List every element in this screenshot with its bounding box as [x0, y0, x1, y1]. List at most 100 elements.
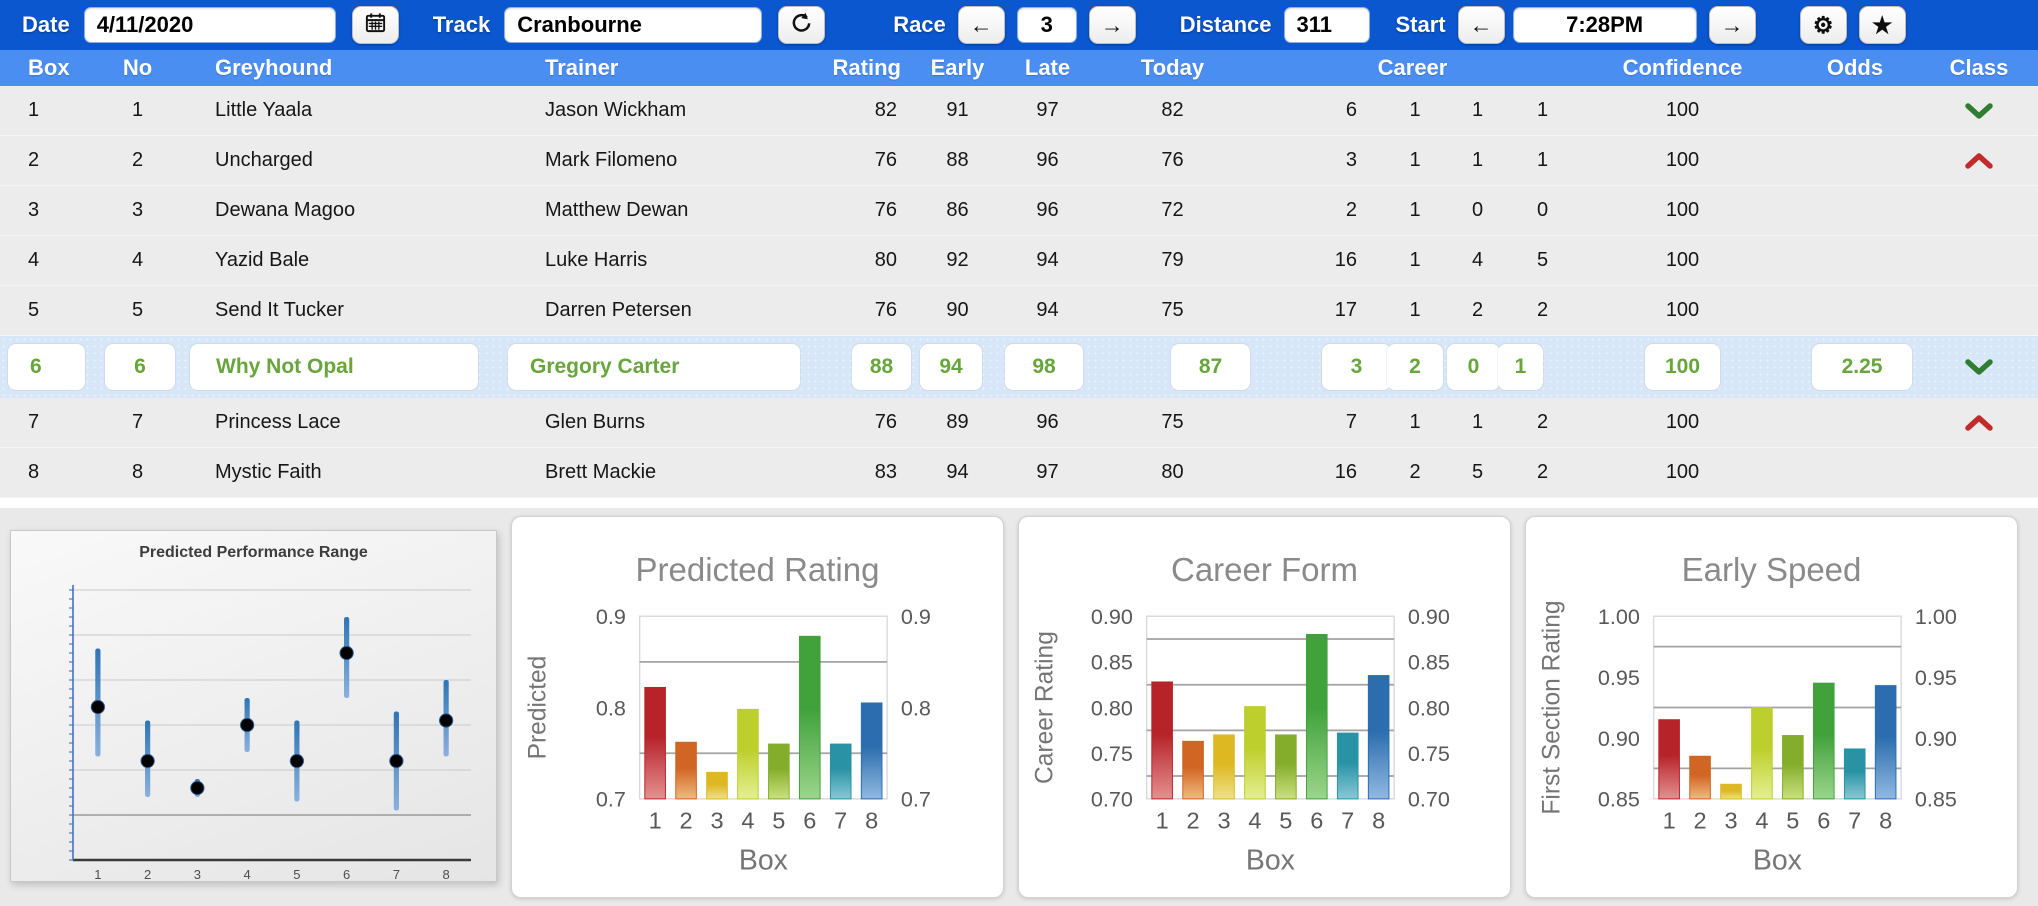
cell-late: 97 [1036, 461, 1059, 483]
cell-no: 8 [131, 461, 144, 483]
svg-text:0.85: 0.85 [1915, 787, 1957, 812]
table-row-box-2[interactable]: 2 2 Uncharged Mark Filomeno 76 88 96 76 3 1 1 1 100 [0, 136, 2038, 186]
cell-late: 96 [1036, 199, 1059, 221]
cell-career-firsts: 2 [1385, 344, 1445, 390]
cell-trainer: Darren Petersen [545, 299, 692, 321]
cell-career-starts: 16 [1334, 249, 1357, 271]
cell-rating: 83 [874, 461, 897, 483]
gear-icon: ⚙ [1812, 11, 1834, 38]
header-greyhound: Greyhound [215, 55, 333, 80]
svg-text:5: 5 [293, 867, 300, 882]
cell-odds: 2.25 [1790, 344, 1920, 390]
cell-no: 3 [131, 199, 144, 221]
star-icon: ★ [1871, 11, 1893, 38]
svg-text:3: 3 [1217, 807, 1230, 833]
track-label: Track [432, 12, 491, 37]
cell-career-thirds: 1 [1536, 99, 1549, 121]
cell-career-thirds: 2 [1536, 299, 1549, 321]
cell-rating: 76 [874, 149, 897, 171]
cell-today: 72 [1161, 199, 1184, 221]
cell-box: 8 [28, 461, 40, 483]
svg-text:0.80: 0.80 [1408, 695, 1450, 720]
svg-text:2: 2 [680, 807, 693, 833]
svg-text:0.8: 0.8 [596, 695, 626, 720]
refresh-button[interactable] [778, 6, 826, 44]
cell-late: 94 [1036, 249, 1059, 271]
cell-career-firsts: 1 [1409, 149, 1421, 171]
cell-early: 91 [946, 99, 969, 121]
distance-input[interactable]: 311 [1283, 7, 1370, 43]
cell-career-seconds: 0 [1471, 199, 1484, 221]
cell-no: 5 [131, 299, 144, 321]
svg-text:3: 3 [710, 807, 723, 833]
svg-text:8: 8 [443, 867, 450, 882]
svg-text:8: 8 [865, 807, 878, 833]
table-row-box-7[interactable]: 7 7 Princess Lace Glen Burns 76 89 96 75 7 1 1 2 100 [0, 398, 2038, 448]
calendar-button[interactable] [351, 6, 399, 44]
svg-text:1.00: 1.00 [1915, 604, 1957, 629]
favorite-button[interactable]: ★ [1858, 6, 1906, 44]
range-chart-title: Predicted Performance Range [139, 544, 368, 561]
race-prev-button[interactable]: ← [957, 6, 1005, 44]
table-row-box-3[interactable]: 3 3 Dewana Magoo Matthew Dewan 76 86 96 72 2 1 0 0 1… [0, 186, 2038, 236]
start-time-input[interactable]: 7:28PM [1512, 7, 1697, 43]
svg-text:3: 3 [194, 867, 201, 882]
cell-trainer: Mark Filomeno [545, 149, 678, 171]
header-odds: Odds [1826, 55, 1884, 80]
header-confidence: Confidence [1622, 55, 1743, 80]
table-row-box-6[interactable]: 6 6 Why Not Opal Gregory Carter 88 94 98 87 3 2 0 1… [0, 336, 2038, 398]
svg-text:0.90: 0.90 [1915, 726, 1957, 751]
race-next-button[interactable]: → [1088, 6, 1136, 44]
cell-confidence: 100 [1665, 411, 1700, 433]
svg-text:2: 2 [144, 867, 151, 882]
cell-greyhound: Princess Lace [215, 411, 341, 433]
career-form-title: Career Form [1170, 551, 1359, 588]
cell-early: 94 [915, 344, 1000, 390]
cell-early: 94 [946, 461, 969, 483]
start-prev-button[interactable]: ← [1457, 6, 1505, 44]
header-today: Today [1140, 55, 1205, 80]
cell-today: 79 [1161, 249, 1184, 271]
svg-text:Box: Box [739, 845, 788, 877]
svg-text:4: 4 [1248, 807, 1261, 833]
table-row-box-8[interactable]: 8 8 Mystic Faith Brett Mackie 83 94 97 80 16 2 5 2 1… [0, 448, 2038, 498]
cell-trainer: Matthew Dewan [545, 199, 689, 221]
race-input[interactable]: 3 [1016, 7, 1077, 43]
class-up-chevron-icon [1920, 414, 2038, 432]
cell-no: 2 [131, 149, 144, 171]
cell-confidence: 100 [1575, 344, 1790, 390]
cell-rating: 82 [874, 99, 897, 121]
cell-today: 75 [1161, 411, 1184, 433]
cell-career-firsts: 2 [1409, 461, 1421, 483]
cell-rating: 76 [874, 299, 897, 321]
cell-late: 96 [1036, 149, 1059, 171]
track-input[interactable]: Cranbourne [504, 7, 763, 43]
cell-confidence: 100 [1665, 149, 1700, 171]
table-row-box-5[interactable]: 5 5 Send It Tucker Darren Petersen 76 90 94 75 1… [0, 286, 2038, 336]
cell-box: 2 [28, 149, 40, 171]
cell-rating: 76 [874, 411, 897, 433]
date-label: Date [22, 12, 70, 37]
date-input[interactable]: 4/11/2020 [83, 7, 336, 43]
header-class: Class [1949, 55, 2009, 80]
cell-confidence: 100 [1665, 299, 1700, 321]
svg-text:0.95: 0.95 [1598, 665, 1640, 690]
svg-text:1.00: 1.00 [1598, 604, 1640, 629]
svg-text:0.9: 0.9 [901, 604, 931, 629]
svg-text:1: 1 [649, 807, 662, 833]
svg-text:6: 6 [343, 867, 350, 882]
cell-today: 75 [1161, 299, 1184, 321]
header-box: Box [28, 55, 70, 80]
table-row-box-1[interactable]: 1 1 Little Yaala Jason Wickham 82 91 97 82 6 1 1 1 1… [0, 86, 2038, 136]
cell-career-seconds: 5 [1471, 461, 1484, 483]
svg-text:6: 6 [1310, 807, 1323, 833]
cell-no: 1 [131, 99, 144, 121]
cell-box: 5 [28, 299, 40, 321]
svg-text:0.90: 0.90 [1091, 604, 1133, 629]
early-speed-card: Early Speed 0.85 0.85 0.90 0.90 0.95 0.95 1.00… [1525, 516, 2018, 898]
start-next-button[interactable]: → [1708, 6, 1756, 44]
cell-early: 88 [946, 149, 969, 171]
table-row-box-4[interactable]: 4 4 Yazid Bale Luke Harris 80 92 94 79 16 1 4 5 100 [0, 236, 2038, 286]
settings-button[interactable]: ⚙ [1799, 6, 1847, 44]
refresh-icon [790, 11, 813, 40]
